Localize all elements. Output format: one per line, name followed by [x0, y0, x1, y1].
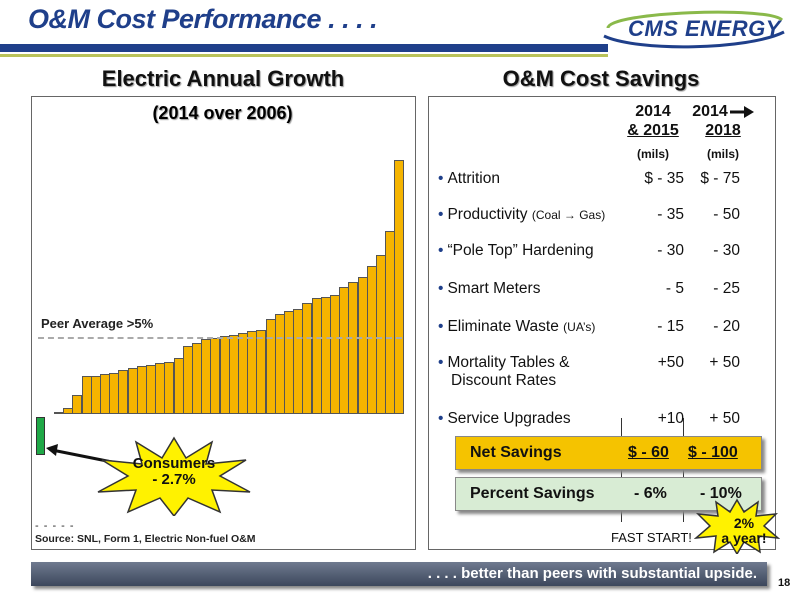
row-value-2014-2018: - 20: [713, 318, 740, 335]
row-note: (Coal → Gas): [531, 208, 606, 222]
left-panel-heading: Electric Annual Growth: [101, 66, 345, 91]
bullet-icon: •: [438, 242, 444, 259]
row-value-2014-2015: +50: [657, 354, 684, 371]
row-label: Smart Meters: [447, 280, 541, 297]
savings-table-panel: [428, 96, 776, 550]
row-label: Attrition: [447, 170, 500, 187]
consumers-bar: [36, 417, 45, 455]
col2-header: 2014 2018: [688, 102, 758, 140]
net-savings-box: Net Savings $ - 60 $ - 100: [455, 436, 762, 470]
consumers-callout-text: Consumers - 2.7%: [104, 456, 244, 488]
row-value-2014-2015: - 5: [665, 280, 684, 297]
chart-subtitle: (2014 over 2006): [152, 103, 293, 123]
col1-year: 2014: [635, 103, 671, 120]
column-separator-left: [621, 418, 622, 522]
row-value-2014-2015: - 35: [657, 206, 684, 223]
row-value-2014-2018: - 25: [713, 280, 740, 297]
logo-text: CMS ENERGY: [628, 16, 781, 41]
row-value-2014-2015: - 15: [657, 318, 684, 335]
col1-units: (mils): [636, 147, 669, 161]
row-value-2014-2018: + 50: [709, 354, 740, 371]
row-note: (UA’s): [563, 320, 596, 334]
col1-header: 2014 & 2015: [618, 102, 688, 140]
net-savings-v1: $ - 60: [628, 444, 669, 461]
savings-row: • Service Upgrades: [438, 410, 571, 428]
col2-end-year: 2018: [705, 122, 741, 139]
column-separator-right: [683, 418, 684, 522]
footer-text: . . . . better than peers with substanti…: [427, 565, 757, 582]
row-value-2014-2015: +10: [657, 410, 684, 427]
row-value-2014-2018: - 30: [713, 242, 740, 259]
bullet-icon: •: [438, 410, 444, 427]
two-percent-text: 2% a year!: [714, 516, 774, 546]
savings-row: • Attrition: [438, 170, 500, 188]
peer-bar: [394, 160, 405, 414]
savings-row: • “Pole Top” Hardening: [438, 242, 594, 260]
source-note: Source: SNL, Form 1, Electric Non-fuel O…: [35, 533, 256, 545]
percent-savings-box: Percent Savings - 6% - 10%: [455, 477, 762, 511]
row-value-2014-2018: + 50: [709, 410, 740, 427]
row-value-2014-2018: - 50: [713, 206, 740, 223]
percent-savings-label: Percent Savings: [470, 485, 595, 502]
row-value-2014-2015: - 30: [657, 242, 684, 259]
savings-row: • Smart Meters: [438, 280, 540, 298]
burst2-line1: 2%: [733, 515, 755, 531]
row-label-line2: Discount Rates: [451, 372, 557, 389]
bullet-icon: •: [438, 354, 444, 371]
bullet-icon: •: [438, 318, 444, 335]
bullet-icon: •: [438, 206, 444, 223]
arrow-right-icon: [729, 105, 754, 118]
bullet-icon: •: [438, 170, 444, 187]
savings-row: • Productivity (Coal → Gas): [438, 206, 605, 224]
slide-title: O&M Cost Performance . . . .: [28, 4, 378, 34]
source-dashes: - - - - -: [35, 520, 75, 532]
row-value-2014-2018: $ - 75: [700, 170, 740, 187]
savings-row: • Mortality Tables & Discount Rates: [438, 354, 569, 390]
right-panel-heading: O&M Cost Savings: [502, 66, 700, 91]
row-label: Productivity: [447, 206, 528, 223]
row-label: “Pole Top” Hardening: [447, 242, 594, 259]
consumers-callout-burst: [97, 436, 251, 516]
percent-savings-v2: - 10%: [700, 485, 742, 502]
footer-banner: . . . . better than peers with substanti…: [31, 562, 767, 586]
peer-average-line: [38, 337, 402, 339]
title-underline-accent: [0, 54, 608, 57]
col2-start: 2014: [688, 102, 758, 121]
col2-units: (mils): [706, 147, 739, 161]
peer-average-label: Peer Average >5%: [41, 316, 154, 331]
burst2-line2: a year!: [721, 530, 767, 546]
page-number: 18: [778, 577, 791, 589]
cms-energy-logo: [603, 10, 785, 49]
callout-line1: Consumers: [132, 455, 216, 472]
row-label: Service Upgrades: [447, 410, 571, 427]
row-label: Mortality Tables &: [447, 354, 570, 371]
savings-row: • Eliminate Waste (UA’s): [438, 318, 595, 336]
two-percent-burst: [694, 498, 780, 554]
net-savings-label: Net Savings: [470, 444, 562, 461]
col2-start-year: 2014: [692, 103, 728, 120]
col1-range: & 2015: [627, 122, 679, 139]
callout-line2: - 2.7%: [152, 471, 196, 488]
fast-start-label: FAST START!: [611, 530, 692, 545]
percent-savings-v1: - 6%: [634, 485, 667, 502]
row-label: Eliminate Waste: [447, 318, 559, 335]
net-savings-v2: $ - 100: [688, 444, 738, 461]
row-value-2014-2015: $ - 35: [644, 170, 684, 187]
bullet-icon: •: [438, 280, 444, 297]
title-underline-bar: [0, 44, 608, 52]
